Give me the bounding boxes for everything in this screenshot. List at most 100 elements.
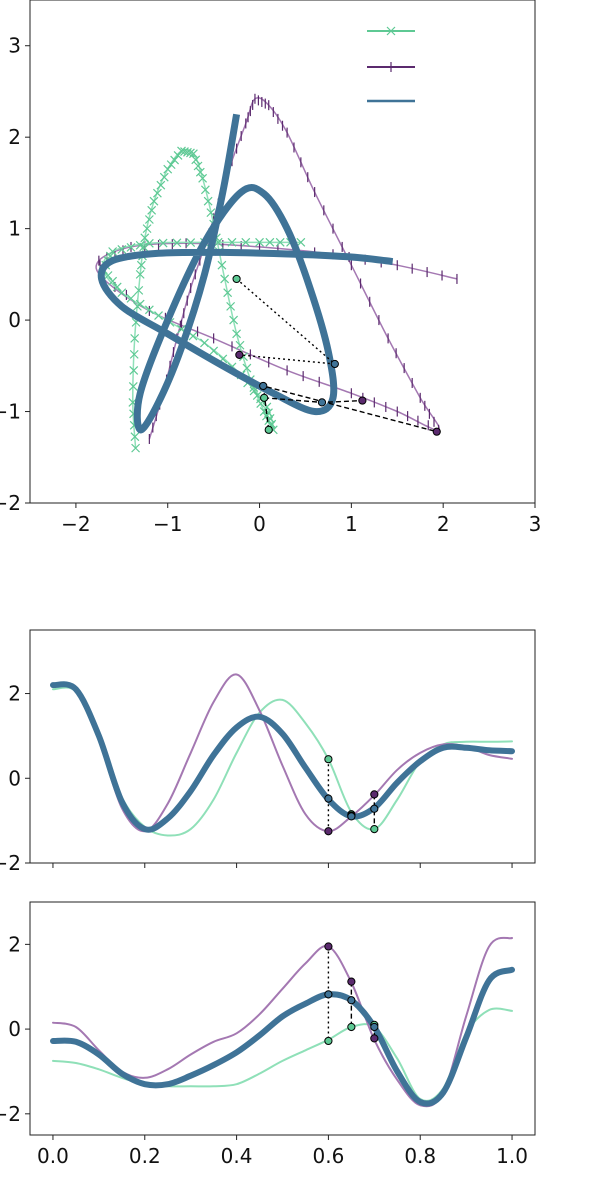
x-marker <box>149 196 159 206</box>
plot-area <box>50 936 515 1108</box>
highlight-point <box>324 755 333 764</box>
x-marker <box>206 208 216 218</box>
x-marker <box>129 365 139 375</box>
x-marker <box>200 338 209 348</box>
plot-frame <box>29 901 536 1136</box>
x-marker <box>195 167 205 177</box>
x-marker <box>386 26 396 36</box>
x-marker <box>134 285 144 295</box>
x-marker <box>229 315 239 325</box>
x-marker <box>198 173 208 183</box>
x-marker <box>235 340 245 350</box>
y-tick-label: 1 <box>8 217 21 241</box>
x-marker <box>135 240 145 250</box>
x-tick-label: 2 <box>437 512 450 536</box>
x-marker <box>144 305 154 315</box>
x-tick-label: 1.0 <box>496 1144 528 1168</box>
x-tick-label: 0.2 <box>129 1144 161 1168</box>
x-marker <box>126 293 136 303</box>
x-marker <box>135 269 145 279</box>
x-marker <box>140 233 150 243</box>
plot-area <box>95 93 458 453</box>
highlight-point <box>259 381 268 391</box>
x-marker <box>131 443 141 453</box>
highlight-point <box>370 825 379 834</box>
highlight-point <box>347 977 356 986</box>
y-tick-label: −2 <box>0 491 21 515</box>
series-b-line <box>95 96 458 440</box>
x-marker <box>147 205 157 215</box>
x-marker <box>170 155 180 165</box>
x-marker <box>296 237 306 247</box>
x-marker <box>241 237 251 247</box>
x-tick-label: −2 <box>61 512 90 536</box>
x-marker <box>166 160 176 170</box>
x-tick-label: 0.6 <box>313 1144 345 1168</box>
highlight-point <box>324 942 333 951</box>
series-c-line <box>97 113 394 434</box>
x-marker <box>135 299 145 309</box>
highlight-point <box>370 790 379 799</box>
highlight-point <box>232 274 241 284</box>
x-marker <box>103 271 113 280</box>
x-marker <box>108 247 118 256</box>
x-marker <box>126 242 136 252</box>
x-marker <box>117 245 127 254</box>
x-marker <box>159 172 169 182</box>
x-marker <box>144 238 154 248</box>
y-tick-label: −1 <box>0 400 21 424</box>
highlight-point <box>432 427 441 436</box>
x-marker <box>163 164 173 174</box>
x-marker <box>223 288 233 298</box>
highlight-point <box>330 359 339 369</box>
y-tick-label: 2 <box>8 125 21 149</box>
x-marker <box>186 148 195 158</box>
x-marker <box>129 349 139 359</box>
x-marker <box>130 333 140 343</box>
x-marker <box>112 282 122 292</box>
x-marker <box>203 196 213 206</box>
x-marker <box>186 238 196 248</box>
x-marker <box>227 237 237 247</box>
series-c-line <box>50 681 515 833</box>
x-marker <box>156 180 166 190</box>
x-marker <box>232 329 242 339</box>
trajectory-panel: −2 −1 0 1 2 3 −2 −1 0 1 2 3 <box>0 0 541 536</box>
series-b-line <box>52 936 513 1108</box>
highlight-point <box>324 827 333 836</box>
x-marker <box>144 215 154 224</box>
y-tick-label: 0 <box>8 1017 21 1041</box>
x-marker <box>217 260 227 270</box>
x-marker <box>136 260 146 270</box>
x-marker <box>193 161 203 171</box>
x-marker <box>130 432 140 442</box>
x-marker <box>108 276 118 286</box>
highlight-point <box>324 794 333 803</box>
x-marker <box>173 151 183 160</box>
x-tick-label: 0.4 <box>221 1144 253 1168</box>
highlight-point <box>324 990 333 999</box>
x-marker <box>191 155 201 165</box>
y-tick-label: 0 <box>8 308 21 332</box>
x-marker <box>128 381 138 391</box>
x-marker <box>117 288 127 298</box>
x-marker <box>209 346 219 356</box>
plot-area <box>50 673 515 837</box>
x-tick-label: 0.8 <box>404 1144 436 1168</box>
x-marker <box>242 363 252 373</box>
x-tick-label: 0.0 <box>37 1144 69 1168</box>
legend <box>367 26 415 103</box>
x-tick-label: 0 <box>253 512 266 536</box>
x-marker <box>158 238 168 248</box>
series-c-line <box>50 966 515 1107</box>
x-marker <box>142 224 152 234</box>
highlight-point <box>358 396 367 405</box>
highlight-point <box>324 1036 333 1046</box>
plot-frame <box>29 629 536 864</box>
x-marker <box>262 402 272 412</box>
highlight-point <box>264 425 273 434</box>
x-marker <box>226 301 236 311</box>
y-tick-label: −2 <box>0 1102 21 1126</box>
highlight-point <box>235 350 244 359</box>
